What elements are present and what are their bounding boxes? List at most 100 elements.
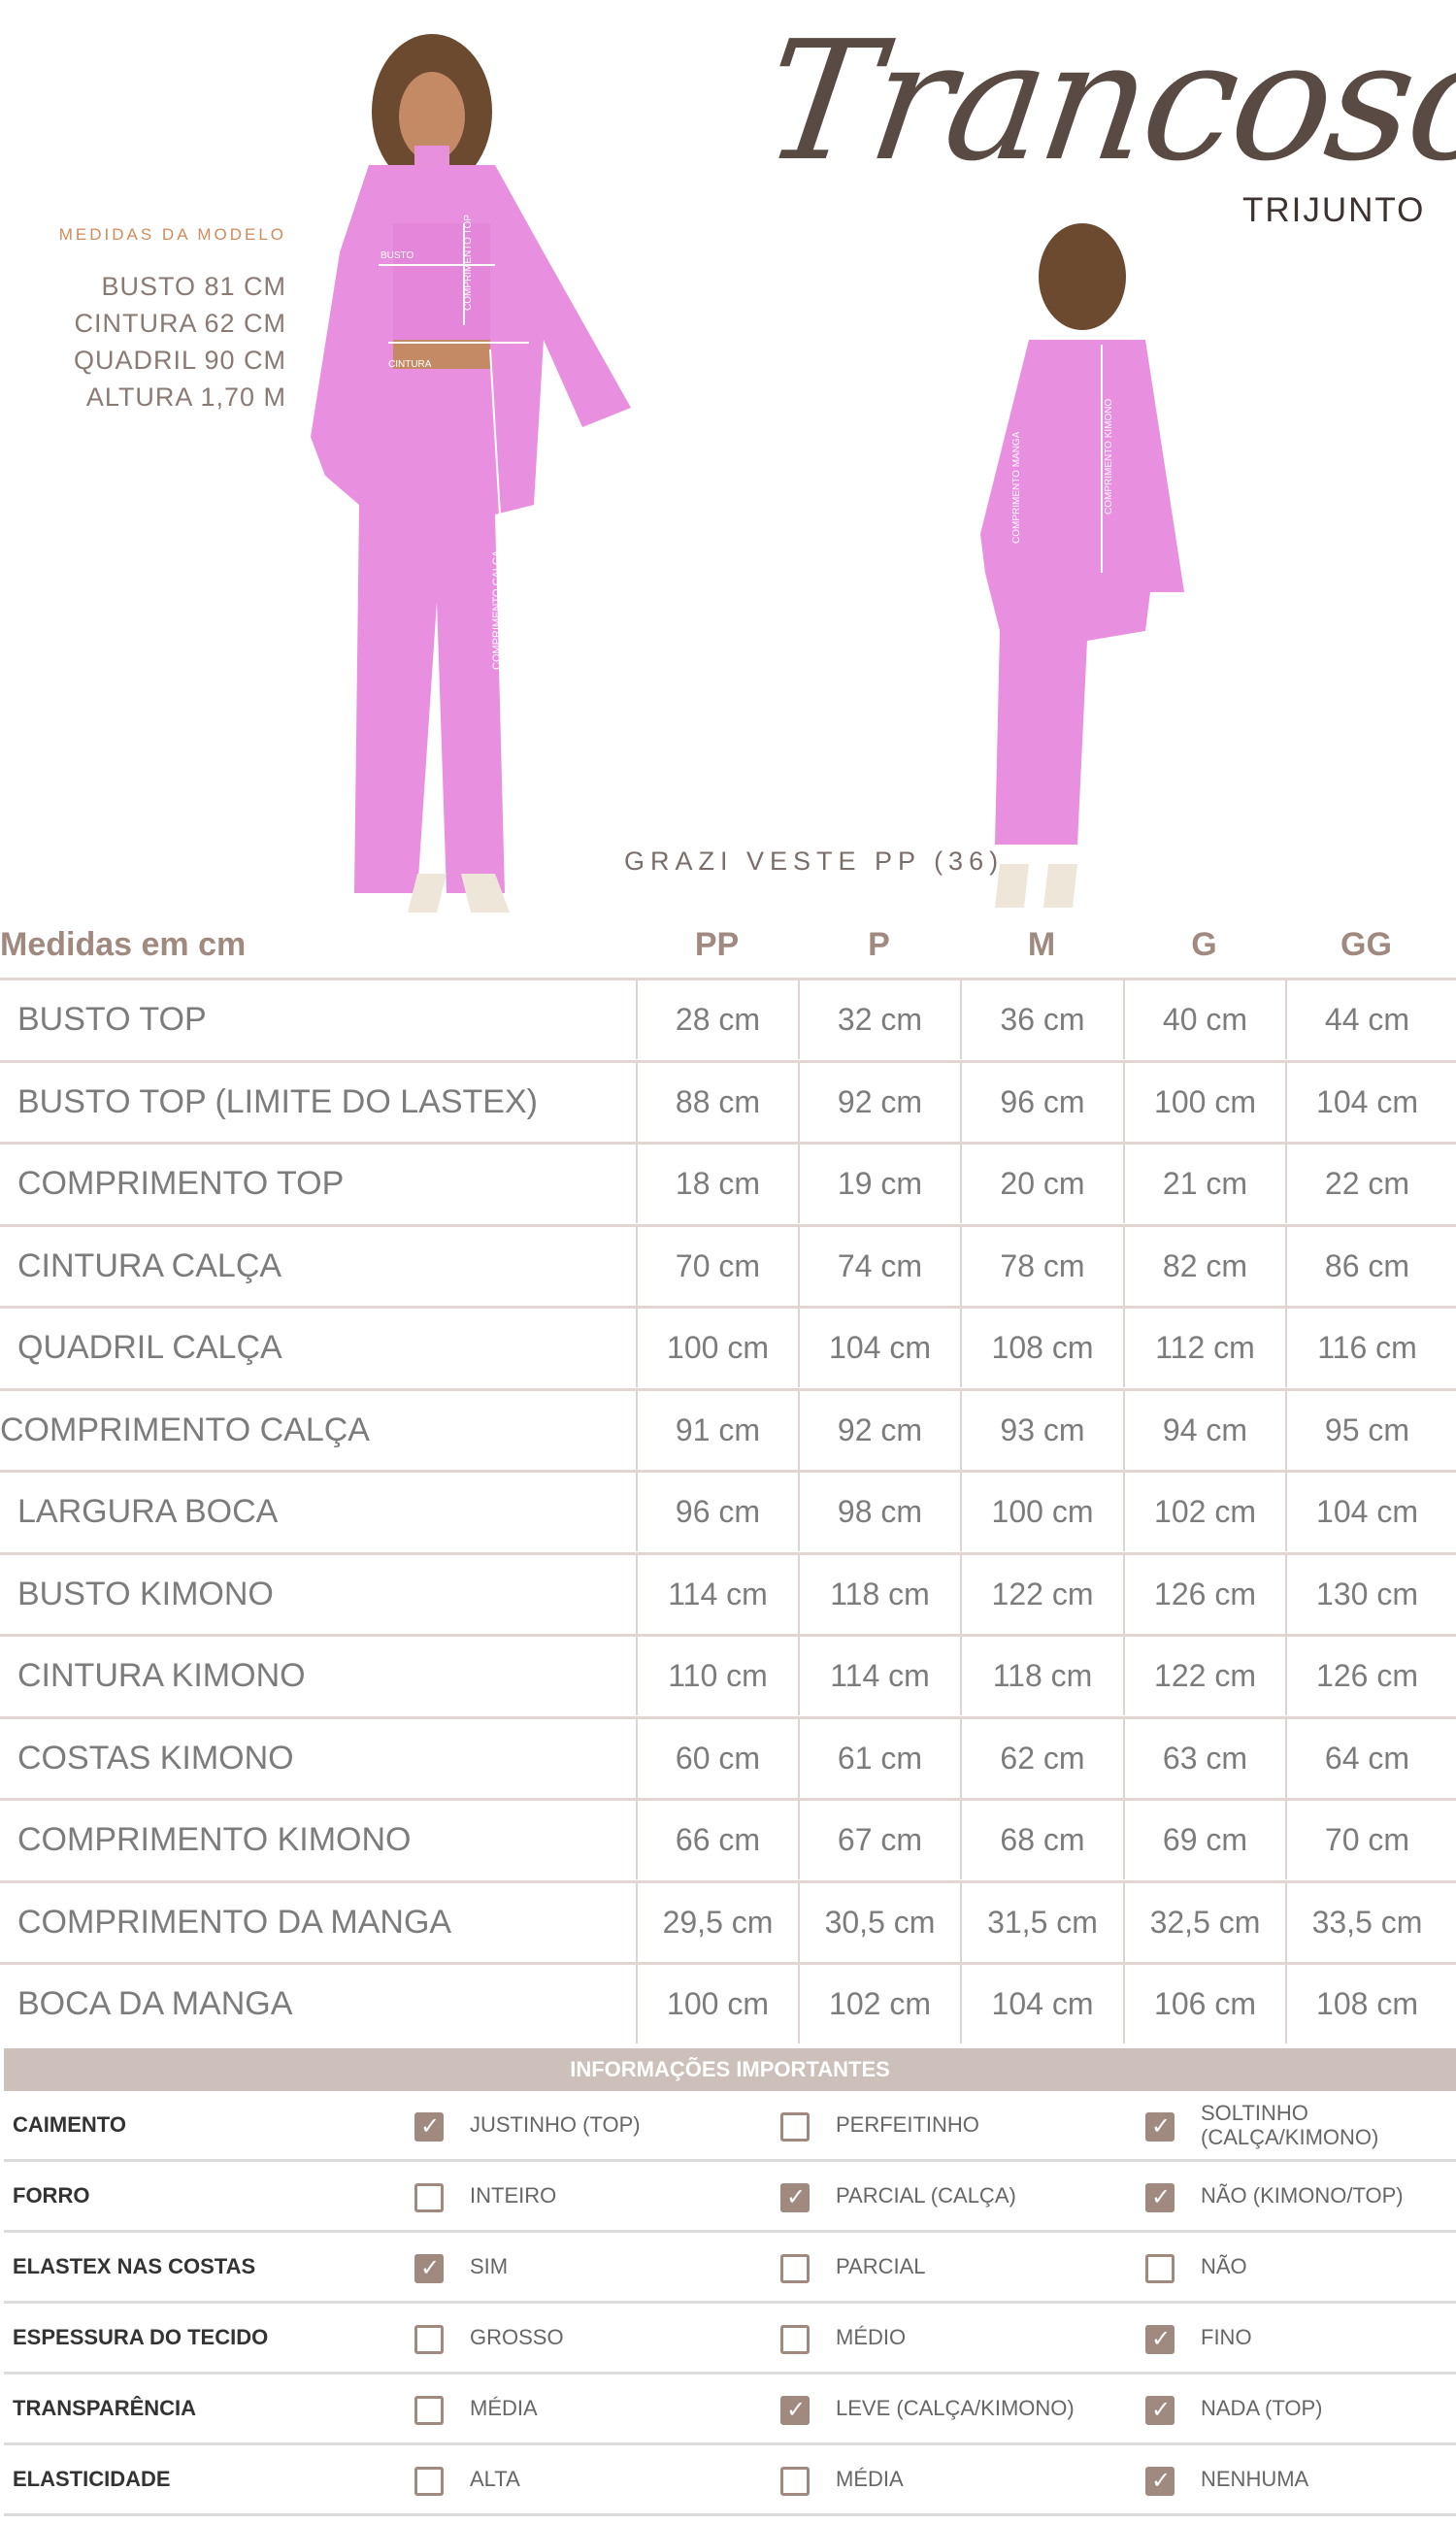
table-cell: 100 cm bbox=[960, 1473, 1123, 1551]
unchecked-checkbox[interactable] bbox=[1145, 2254, 1175, 2283]
size-header-m: M bbox=[1027, 926, 1056, 963]
label-comprimento-calca: COMPRIMENTO CALÇA bbox=[491, 549, 503, 670]
table-row: LARGURA BOCA 96 cm 98 cm 100 cm 102 cm 104 cm bbox=[0, 1470, 1456, 1551]
checked-checkbox[interactable] bbox=[414, 2254, 444, 2283]
model-size-caption: GRAZI VESTE PP (36) bbox=[624, 847, 1005, 876]
table-cell: 108 cm bbox=[960, 1309, 1123, 1387]
table-cell: 100 cm bbox=[1123, 1062, 1285, 1142]
unchecked-checkbox[interactable] bbox=[414, 2325, 444, 2354]
checked-checkbox[interactable] bbox=[1145, 2112, 1175, 2142]
table-cell: 112 cm bbox=[1123, 1309, 1285, 1387]
table-cell: 18 cm bbox=[636, 1145, 798, 1223]
table-row: CINTURA CALÇA 70 cm 74 cm 78 cm 82 cm 86 cm bbox=[0, 1223, 1456, 1306]
checked-checkbox[interactable] bbox=[780, 2396, 810, 2425]
checked-checkbox[interactable] bbox=[1145, 2396, 1175, 2425]
option-label: PARCIAL bbox=[836, 2254, 926, 2279]
info-label: ESPESSURA DO TECIDO bbox=[13, 2325, 269, 2349]
row-label: LARGURA BOCA bbox=[17, 1493, 279, 1530]
table-row: COSTAS KIMONO 60 cm 61 cm 62 cm 63 cm 64 cm bbox=[0, 1715, 1456, 1798]
size-table-title: Medidas em cm bbox=[0, 926, 247, 963]
table-cell: 32 cm bbox=[798, 980, 960, 1059]
table-cell: 114 cm bbox=[798, 1637, 960, 1715]
checked-checkbox[interactable] bbox=[1145, 2467, 1175, 2496]
info-row: ESPESSURA DO TECIDO GROSSO MÉDIO FINO bbox=[4, 2304, 1456, 2375]
table-cell: 62 cm bbox=[960, 1718, 1123, 1798]
option-label: NADA (TOP) bbox=[1201, 2396, 1323, 2421]
table-cell: 98 cm bbox=[798, 1473, 960, 1551]
model-waist: CINTURA 62 CM bbox=[74, 309, 286, 338]
option-label: ALTA bbox=[470, 2467, 520, 2492]
table-cell: 93 cm bbox=[960, 1390, 1123, 1470]
label-comprimento-kimono: COMPRIMENTO KIMONO bbox=[1104, 399, 1114, 515]
table-cell: 20 cm bbox=[960, 1145, 1123, 1223]
unchecked-checkbox[interactable] bbox=[780, 2254, 810, 2283]
size-header-pp: PP bbox=[694, 926, 740, 963]
unchecked-checkbox[interactable] bbox=[414, 2467, 444, 2496]
model-height: ALTURA 1,70 M bbox=[85, 382, 286, 412]
unchecked-checkbox[interactable] bbox=[780, 2467, 810, 2496]
table-cell: 118 cm bbox=[960, 1637, 1123, 1715]
table-cell: 40 cm bbox=[1123, 980, 1285, 1059]
info-label: TRANSPARÊNCIA bbox=[13, 2396, 197, 2420]
table-cell: 61 cm bbox=[798, 1718, 960, 1798]
table-row: BUSTO KIMONO 114 cm 118 cm 122 cm 126 cm 130 … bbox=[0, 1551, 1456, 1634]
label-comprimento-top: COMPRIMENTO TOP bbox=[463, 215, 474, 311]
model-bust: BUSTO 81 CM bbox=[101, 272, 286, 301]
table-cell: 69 cm bbox=[1123, 1801, 1285, 1879]
table-cell: 28 cm bbox=[636, 980, 798, 1059]
table-cell: 106 cm bbox=[1123, 1965, 1285, 2043]
unchecked-checkbox[interactable] bbox=[780, 2325, 810, 2354]
table-cell: 70 cm bbox=[1285, 1801, 1447, 1879]
option-label: INTEIRO bbox=[470, 2183, 557, 2208]
info-row: ELASTEX NAS COSTAS SIM PARCIAL NÃO bbox=[4, 2233, 1456, 2304]
info-header: INFORMAÇÕES IMPORTANTES bbox=[4, 2048, 1456, 2091]
checked-checkbox[interactable] bbox=[780, 2183, 810, 2212]
label-comprimento-manga: COMPRIMENTO MANGA bbox=[1011, 431, 1022, 544]
table-cell: 78 cm bbox=[960, 1226, 1123, 1306]
table-cell: 126 cm bbox=[1123, 1554, 1285, 1634]
table-cell: 102 cm bbox=[798, 1965, 960, 2043]
brand-logo: Trancoso bbox=[753, 6, 1456, 198]
table-cell: 104 cm bbox=[1285, 1062, 1447, 1142]
table-cell: 67 cm bbox=[798, 1801, 960, 1879]
table-cell: 86 cm bbox=[1285, 1226, 1447, 1306]
option-label: MÉDIO bbox=[836, 2325, 907, 2350]
table-cell: 126 cm bbox=[1285, 1637, 1447, 1715]
info-label: ELASTEX NAS COSTAS bbox=[13, 2254, 256, 2278]
table-cell: 118 cm bbox=[798, 1554, 960, 1634]
table-row: BOCA DA MANGA 100 cm 102 cm 104 cm 106 cm 108… bbox=[0, 1962, 1456, 2043]
checked-checkbox[interactable] bbox=[414, 2112, 444, 2142]
table-cell: 116 cm bbox=[1285, 1309, 1447, 1387]
table-cell: 114 cm bbox=[636, 1554, 798, 1634]
checked-checkbox[interactable] bbox=[1145, 2183, 1175, 2212]
option-label: PARCIAL (CALÇA) bbox=[836, 2183, 1016, 2208]
table-row: COMPRIMENTO DA MANGA 29,5 cm 30,5 cm 31,5 c… bbox=[0, 1879, 1456, 1962]
size-header-gg: GG bbox=[1340, 926, 1392, 963]
row-label: QUADRIL CALÇA bbox=[17, 1329, 282, 1366]
row-label: COMPRIMENTO TOP bbox=[17, 1165, 345, 1202]
table-row: BUSTO TOP 28 cm 32 cm 36 cm 40 cm 44 cm bbox=[0, 978, 1456, 1059]
table-cell: 88 cm bbox=[636, 1062, 798, 1142]
size-header-g: G bbox=[1191, 926, 1217, 963]
row-label: CINTURA CALÇA bbox=[17, 1246, 282, 1284]
unchecked-checkbox[interactable] bbox=[414, 2396, 444, 2425]
table-cell: 92 cm bbox=[798, 1390, 960, 1470]
checked-checkbox[interactable] bbox=[1145, 2325, 1175, 2354]
back-model-photo: COMPRIMENTO MANGA COMPRIMENTO KIMONO bbox=[980, 223, 1184, 908]
unchecked-checkbox[interactable] bbox=[414, 2183, 444, 2212]
table-cell: 122 cm bbox=[1123, 1637, 1285, 1715]
table-cell: 82 cm bbox=[1123, 1226, 1285, 1306]
row-label: CINTURA KIMONO bbox=[17, 1657, 306, 1694]
table-cell: 122 cm bbox=[960, 1554, 1123, 1634]
table-cell: 44 cm bbox=[1285, 980, 1447, 1059]
unchecked-checkbox[interactable] bbox=[780, 2112, 810, 2142]
table-cell: 94 cm bbox=[1123, 1390, 1285, 1470]
info-label: CAIMENTO bbox=[13, 2112, 126, 2137]
row-label: COMPRIMENTO CALÇA bbox=[0, 1411, 370, 1448]
option-label: JUSTINHO (TOP) bbox=[470, 2112, 641, 2138]
table-cell: 96 cm bbox=[636, 1473, 798, 1551]
table-cell: 64 cm bbox=[1285, 1718, 1447, 1798]
table-cell: 36 cm bbox=[960, 980, 1123, 1059]
option-label: GROSSO bbox=[470, 2325, 564, 2350]
row-label: BUSTO TOP bbox=[17, 1001, 207, 1038]
